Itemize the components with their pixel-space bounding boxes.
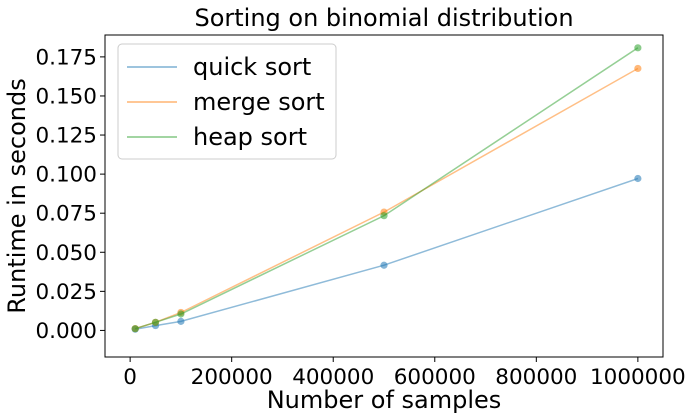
data-point <box>380 212 388 220</box>
y-tick-label: 0.150 <box>35 84 97 109</box>
x-tick-label: 800000 <box>495 365 577 390</box>
plot-area <box>131 44 642 333</box>
y-tick-label: 0.050 <box>35 241 97 266</box>
data-point <box>177 310 185 318</box>
data-point <box>634 174 642 183</box>
x-tick-label: 200000 <box>191 365 273 390</box>
plot-frame <box>104 34 664 358</box>
x-axis-title: Number of samples <box>267 386 502 414</box>
data-point <box>131 325 139 333</box>
x-tick-label: 600000 <box>394 365 476 390</box>
legend: quick sort merge sort heap sort <box>117 43 337 160</box>
legend-box <box>117 43 337 160</box>
y-tick-label: 0.075 <box>35 202 97 227</box>
data-point <box>634 44 642 52</box>
y-tick-label: 0.025 <box>35 280 97 305</box>
x-tick-label: 400000 <box>292 365 374 390</box>
y-tick-label: 0.000 <box>35 319 97 344</box>
y-tick-label: 0.125 <box>35 124 97 149</box>
chart-title: Sorting on binomial distribution <box>194 4 573 32</box>
series-line-0 <box>135 177 639 330</box>
data-point <box>151 318 160 326</box>
x-axis: 0 200000 400000 600000 800000 1000000 <box>123 357 686 390</box>
data-point <box>177 317 185 325</box>
y-tick-label: 0.100 <box>35 163 97 188</box>
data-point <box>380 261 388 269</box>
data-point <box>634 64 642 73</box>
y-axis: 0.000 0.025 0.050 0.075 0.100 0.125 0.150 0.175 <box>35 45 105 344</box>
legend-label: merge sort <box>193 88 325 116</box>
legend-label: heap sort <box>193 123 307 151</box>
y-axis-title: Runtime in seconds <box>3 78 31 313</box>
x-tick-label: 0 <box>123 365 137 390</box>
y-tick-label: 0.175 <box>35 45 97 70</box>
legend-label: quick sort <box>193 53 311 81</box>
x-tick-label: 1000000 <box>590 365 686 390</box>
